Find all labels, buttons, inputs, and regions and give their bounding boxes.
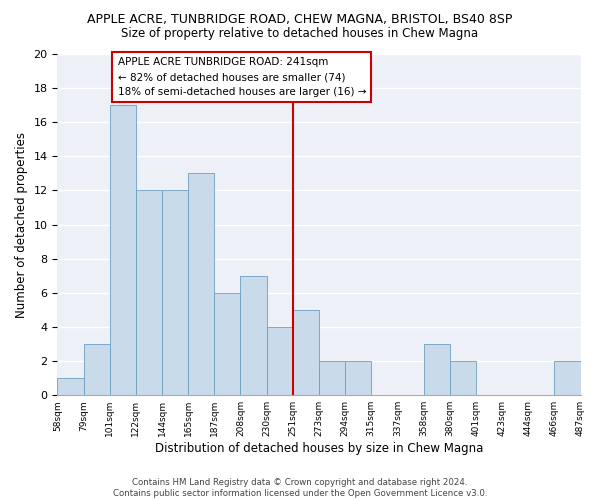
X-axis label: Distribution of detached houses by size in Chew Magna: Distribution of detached houses by size … — [155, 442, 483, 455]
Bar — [162, 190, 188, 395]
Bar — [110, 105, 136, 395]
Bar — [188, 174, 214, 395]
Text: Contains HM Land Registry data © Crown copyright and database right 2024.
Contai: Contains HM Land Registry data © Crown c… — [113, 478, 487, 498]
Bar — [424, 344, 450, 395]
Text: APPLE ACRE TUNBRIDGE ROAD: 241sqm
← 82% of detached houses are smaller (74)
18% : APPLE ACRE TUNBRIDGE ROAD: 241sqm ← 82% … — [118, 58, 366, 97]
Text: Size of property relative to detached houses in Chew Magna: Size of property relative to detached ho… — [121, 28, 479, 40]
Bar — [293, 310, 319, 395]
Text: APPLE ACRE, TUNBRIDGE ROAD, CHEW MAGNA, BRISTOL, BS40 8SP: APPLE ACRE, TUNBRIDGE ROAD, CHEW MAGNA, … — [88, 12, 512, 26]
Bar — [136, 190, 162, 395]
Bar — [450, 361, 476, 395]
Bar — [319, 361, 345, 395]
Bar — [58, 378, 83, 395]
Bar — [241, 276, 266, 395]
Y-axis label: Number of detached properties: Number of detached properties — [15, 132, 28, 318]
Bar — [554, 361, 581, 395]
Bar — [83, 344, 110, 395]
Bar — [266, 327, 293, 395]
Bar — [214, 293, 241, 395]
Bar — [345, 361, 371, 395]
